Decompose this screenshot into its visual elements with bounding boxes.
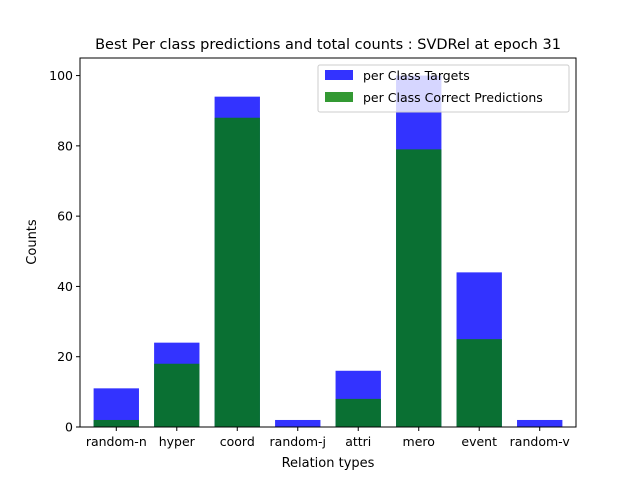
y-tick-label: 80 — [57, 138, 73, 153]
bar-correct-coord — [214, 117, 260, 427]
bar-target-random-j — [275, 419, 321, 427]
bars-group — [93, 75, 563, 428]
plot-frame — [79, 57, 577, 428]
bar-correct-hyper — [154, 363, 200, 427]
legend: per Class Targets per Class Correct Predi… — [317, 64, 570, 113]
y-axis-label: Counts — [25, 219, 40, 265]
y-tick-label: 40 — [57, 279, 73, 294]
bar-correct-mero — [396, 149, 442, 427]
legend-label: per Class Targets — [363, 68, 470, 83]
x-axis-label: Relation types — [282, 456, 375, 471]
legend-swatch — [325, 92, 353, 102]
x-tick-label: random-n — [86, 434, 147, 449]
x-tick-label: random-j — [270, 434, 326, 449]
x-tick-label: hyper — [159, 434, 196, 449]
legend-label: per Class Correct Predictions — [363, 90, 543, 105]
x-tick-label: attri — [345, 434, 371, 449]
bar-correct-event — [456, 339, 502, 427]
bar-correct-attri — [335, 398, 381, 427]
y-tick-label: 20 — [57, 349, 73, 364]
bar-target-random-v — [517, 419, 563, 427]
x-tick-label: event — [461, 434, 497, 449]
y-tick-label: 100 — [49, 68, 73, 83]
x-axis: random-n hyper coord random-j attri mero event… — [86, 427, 570, 449]
bar-correct-random-n — [93, 419, 139, 427]
x-tick-label: random-v — [510, 434, 571, 449]
legend-swatch — [325, 70, 353, 80]
x-tick-label: mero — [403, 434, 435, 449]
y-tick-label: 60 — [57, 209, 73, 224]
legend-box — [317, 64, 570, 113]
y-axis: 0 20 40 60 80 100 — [49, 68, 80, 435]
y-tick-label: 0 — [65, 420, 73, 435]
x-tick-label: coord — [220, 434, 255, 449]
chart-title: Best Per class predictions and total cou… — [95, 37, 561, 53]
